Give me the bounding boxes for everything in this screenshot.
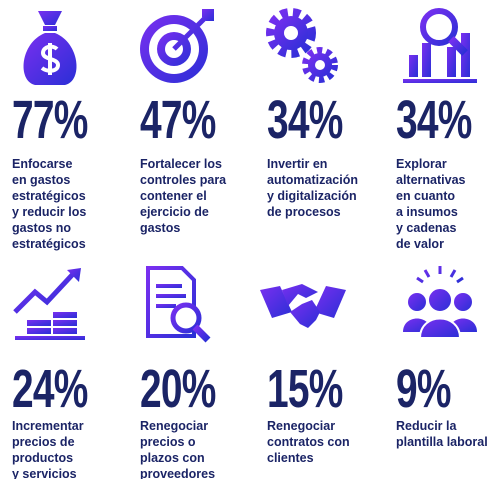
description: Reducir la [396, 419, 457, 433]
description: controles para [140, 173, 227, 187]
handshake-icon [260, 284, 346, 328]
description: alternativas [396, 173, 466, 187]
description: proveedores [140, 467, 216, 479]
description: a insumos [396, 205, 458, 219]
description: Invertir en [267, 157, 328, 171]
description: y servicios [12, 467, 77, 479]
description: en cuanto [396, 189, 456, 203]
percentage: 34% [267, 90, 343, 150]
percentage: 47% [140, 90, 216, 150]
description: plantilla laboral [396, 435, 488, 449]
people-icon [403, 266, 477, 339]
percentage: 9% [396, 359, 451, 419]
description: gastos no [12, 221, 72, 235]
description: Explorar [396, 157, 447, 171]
description: y cadenas [396, 221, 457, 235]
growth-icon [13, 268, 85, 340]
description: de valor [396, 237, 444, 251]
description: precios o [140, 435, 196, 449]
description: Fortalecer los [140, 157, 222, 171]
target-icon [140, 9, 214, 83]
description: Incrementar [12, 419, 84, 433]
description: automatización [267, 173, 358, 187]
description: estratégicos [12, 237, 86, 251]
percentage: 20% [140, 359, 216, 419]
description: contener el [140, 189, 207, 203]
chart-search-icon [403, 8, 477, 83]
description: contratos con [267, 435, 350, 449]
percentage: 34% [396, 90, 472, 150]
description: clientes [267, 451, 314, 465]
description: de procesos [267, 205, 341, 219]
document-search-icon [146, 266, 211, 343]
description: productos [12, 451, 74, 465]
description: Renegociar [140, 419, 209, 433]
description: y reducir los [12, 205, 87, 219]
description: Renegociar [267, 419, 336, 433]
percentage: 15% [267, 359, 343, 419]
gears-icon [266, 8, 338, 83]
description: en gastos [12, 173, 71, 187]
description: y digitalización [267, 189, 357, 203]
description: precios de [12, 435, 75, 449]
description: ejercicio de [140, 205, 209, 219]
description: Enfocarse [12, 157, 73, 171]
description: estratégicos [12, 189, 86, 203]
description: plazos con [140, 451, 205, 465]
percentage: 77% [12, 90, 88, 150]
money-bag-icon [23, 11, 77, 85]
description: gastos [140, 221, 181, 235]
percentage: 24% [12, 359, 88, 419]
